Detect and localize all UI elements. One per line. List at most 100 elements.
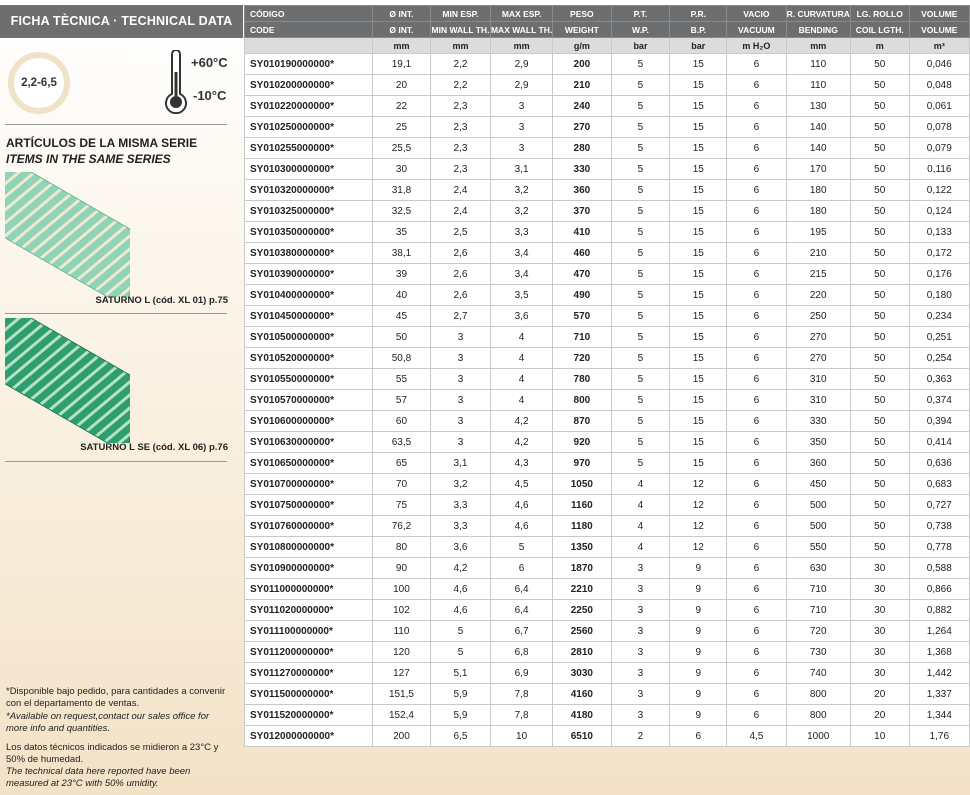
column-header: W.P.	[610, 21, 671, 38]
data-cell: 9	[669, 704, 728, 726]
data-cell: 310	[785, 389, 851, 411]
data-cell: 15	[669, 452, 728, 474]
column-header: R. CURVATURA	[785, 5, 851, 22]
data-row: SY010700000000* 70 3,2 4,5 1050 4 12 6 450 50 0,68…	[244, 473, 970, 495]
unit-cell	[244, 37, 373, 54]
data-cell: 15	[669, 263, 728, 285]
product-code: SY010500000000*	[244, 326, 373, 348]
data-cell: 0,683	[908, 473, 970, 495]
data-cell: 4,6	[489, 515, 554, 537]
column-header: P.R.	[669, 5, 728, 22]
data-cell: 50	[849, 368, 910, 390]
column-header: WEIGHT	[552, 21, 612, 38]
data-cell: 470	[552, 263, 612, 285]
data-cell: 3	[430, 389, 491, 411]
data-cell: 240	[552, 95, 612, 117]
data-cell: 25	[371, 116, 432, 138]
data-cell: 70	[371, 473, 432, 495]
data-cell: 2,6	[430, 242, 491, 264]
product-code: SY011000000000*	[244, 578, 373, 600]
data-cell: 500	[785, 494, 851, 516]
data-cell: 0,133	[908, 221, 970, 243]
product-code: SY010400000000*	[244, 284, 373, 306]
data-cell: 50	[849, 158, 910, 180]
data-cell: 140	[785, 137, 851, 159]
data-cell: 45	[371, 305, 432, 327]
data-cell: 6	[726, 137, 787, 159]
data-cell: 6	[726, 431, 787, 453]
data-cell: 6	[726, 284, 787, 306]
data-cell: 19,1	[371, 53, 432, 75]
data-cell: 6,4	[489, 599, 554, 621]
data-cell: 6	[726, 620, 787, 642]
data-row: SY012000000000* 200 6,5 10 6510 2 6 4,5 1000 10 1,…	[244, 725, 970, 747]
data-cell: 4	[610, 494, 671, 516]
data-cell: 6	[726, 557, 787, 579]
data-cell: 0,048	[908, 74, 970, 96]
data-cell: 5	[430, 641, 491, 663]
column-header: VOLUME	[908, 21, 970, 38]
data-row: SY010325000000* 32,5 2,4 3,2 370 5 15 6 180 50 0,1…	[244, 200, 970, 222]
data-cell: 7,8	[489, 683, 554, 705]
product-code: SY010760000000*	[244, 515, 373, 537]
data-cell: 4,6	[489, 494, 554, 516]
product-code: SY010220000000*	[244, 95, 373, 117]
data-cell: 6	[726, 536, 787, 558]
size-badge: 2,2-6,5	[8, 52, 70, 114]
data-cell: 0,234	[908, 305, 970, 327]
data-cell: 5	[610, 221, 671, 243]
data-cell: 270	[785, 326, 851, 348]
separator	[5, 461, 227, 462]
data-cell: 40	[371, 284, 432, 306]
data-cell: 3,2	[430, 473, 491, 495]
data-cell: 20	[371, 74, 432, 96]
data-cell: 6	[726, 578, 787, 600]
data-cell: 250	[785, 305, 851, 327]
data-cell: 5	[610, 452, 671, 474]
data-cell: 50	[849, 410, 910, 432]
data-cell: 4,2	[430, 557, 491, 579]
data-cell: 5	[489, 536, 554, 558]
data-cell: 0,176	[908, 263, 970, 285]
product-code: SY011520000000*	[244, 704, 373, 726]
data-cell: 15	[669, 158, 728, 180]
data-cell: 50	[849, 179, 910, 201]
data-cell: 3,1	[489, 158, 554, 180]
data-cell: 7,8	[489, 704, 554, 726]
product-code: SY010300000000*	[244, 158, 373, 180]
data-row: SY010630000000* 63,5 3 4,2 920 5 15 6 350 50 0,414	[244, 431, 970, 453]
column-header: Ø INT.	[371, 21, 432, 38]
column-header: CÓDIGO	[244, 5, 373, 22]
data-cell: 3,4	[489, 242, 554, 264]
data-cell: 15	[669, 53, 728, 75]
data-cell: 9	[669, 641, 728, 663]
product-code: SY010255000000*	[244, 137, 373, 159]
product-code: SY010250000000*	[244, 116, 373, 138]
data-cell: 0,588	[908, 557, 970, 579]
data-cell: 0,738	[908, 515, 970, 537]
data-row: SY010450000000* 45 2,7 3,6 570 5 15 6 250 50 0,234	[244, 305, 970, 327]
data-cell: 15	[669, 242, 728, 264]
product-code: SY011100000000*	[244, 620, 373, 642]
unit-cell: m	[849, 37, 910, 54]
data-cell: 15	[669, 410, 728, 432]
data-cell: 110	[371, 620, 432, 642]
product-code: SY010190000000*	[244, 53, 373, 75]
data-row: SY010255000000* 25,5 2,3 3 280 5 15 6 140 50 0,079	[244, 137, 970, 159]
data-cell: 15	[669, 116, 728, 138]
note: *Disponible bajo pedido, para cantidades…	[6, 686, 226, 709]
data-cell: 63,5	[371, 431, 432, 453]
data-cell: 9	[669, 599, 728, 621]
related-caption: SATURNO L SE (cód. XL 06) p.76	[80, 442, 228, 453]
data-cell: 800	[552, 389, 612, 411]
data-cell: 130	[785, 95, 851, 117]
data-cell: 0,636	[908, 452, 970, 474]
data-cell: 5	[610, 179, 671, 201]
column-header: Ø INT.	[371, 5, 432, 22]
data-cell: 2,9	[489, 74, 554, 96]
data-cell: 4,3	[489, 452, 554, 474]
data-cell: 1000	[785, 725, 851, 747]
data-cell: 15	[669, 200, 728, 222]
data-cell: 0,727	[908, 494, 970, 516]
data-cell: 50	[849, 347, 910, 369]
